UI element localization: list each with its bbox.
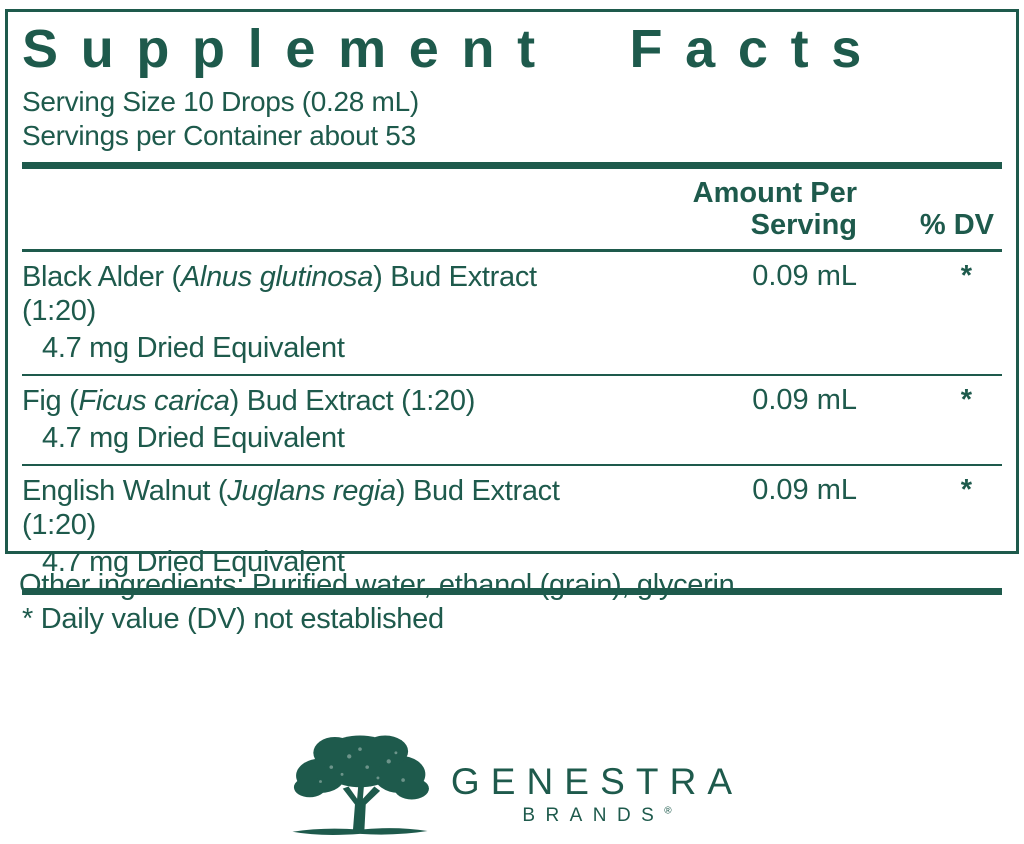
serving-size: Serving Size 10 Drops (0.28 mL) (22, 86, 419, 118)
divider-thick-top (22, 162, 1002, 170)
name-text: Fig ( (22, 385, 79, 418)
ingredient-name: Fig (Ficus carica) Bud Extract (1:20) 4.… (22, 384, 617, 455)
other-ingredients: Other ingredients: Purified water, ethan… (19, 569, 735, 601)
amount-cell: 0.09 mL (752, 474, 857, 507)
name-text: ) Bud Extract (1:20) (22, 261, 537, 328)
name-text: ) Bud Extract (1:20) (22, 475, 560, 542)
genestra-logo: GENESTRA BRANDS® (0, 724, 1024, 839)
ingredient-row-english-walnut: English Walnut (Juglans regia) Bud Extra… (22, 466, 1002, 588)
dv-cell: * (960, 384, 972, 417)
table-header-row: Amount Per Serving % DV (22, 169, 1002, 249)
amount-cell: 0.09 mL (752, 384, 857, 417)
name-text: Black Alder ( (22, 261, 181, 294)
latin-name: Alnus glutinosa (180, 261, 374, 294)
amount-per-serving-header: Amount Per Serving (692, 177, 857, 242)
divider-header (22, 249, 1002, 253)
logo-brand-subtitle: BRANDS® (451, 805, 743, 827)
ingredient-row-black-alder: Black Alder (Alnus glutinosa) Bud Extrac… (22, 252, 1002, 374)
latin-name: Juglans regia (227, 475, 396, 508)
ingredient-name: English Walnut (Juglans regia) Bud Extra… (22, 474, 617, 579)
dv-cell: * (960, 474, 972, 507)
ingredient-row-fig: Fig (Ficus carica) Bud Extract (1:20) 4.… (22, 376, 1002, 464)
percent-dv-header: % DV (919, 209, 994, 242)
ingredient-name: Black Alder (Alnus glutinosa) Bud Extrac… (22, 260, 617, 365)
amount-cell: 0.09 mL (752, 260, 857, 293)
name-text: English Walnut ( (22, 475, 228, 508)
logo-text: GENESTRA BRANDS® (451, 736, 743, 827)
divider-row (22, 374, 1002, 377)
panel-title: Supplement Facts (22, 20, 884, 79)
divider-row (22, 464, 1002, 467)
tree-icon (292, 735, 429, 835)
supplement-facts-panel: Supplement Facts Serving Size 10 Drops (… (5, 9, 1019, 635)
latin-name: Ficus carica (78, 385, 230, 418)
brands-word: BRANDS (522, 805, 665, 826)
dried-equivalent: 4.7 mg Dried Equivalent (42, 332, 345, 365)
servings-per-container: Servings per Container about 53 (22, 120, 416, 152)
logo-brand-name: GENESTRA (450, 761, 744, 802)
dried-equivalent: 4.7 mg Dried Equivalent (42, 546, 345, 579)
dv-cell: * (960, 260, 972, 293)
name-text: ) Bud Extract (1:20) (229, 385, 476, 418)
divider-thick-bottom (22, 588, 1002, 596)
dried-equivalent: 4.7 mg Dried Equivalent (42, 422, 345, 455)
registered-mark: ® (664, 805, 672, 817)
dv-footnote: * Daily value (DV) not established (22, 603, 444, 636)
